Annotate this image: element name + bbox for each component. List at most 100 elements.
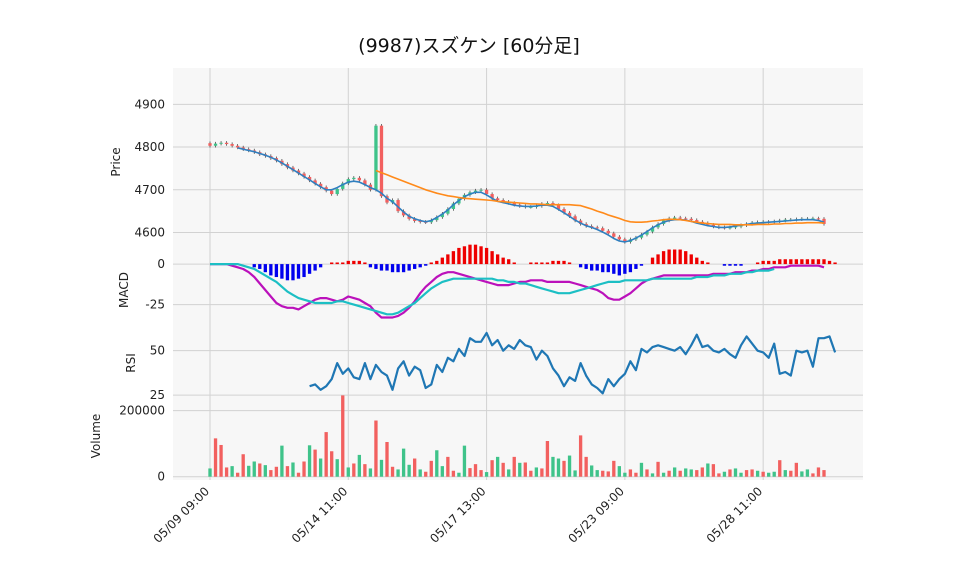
volume-bar xyxy=(689,469,693,477)
macd-tick-label: -25 xyxy=(145,298,165,312)
volume-bar xyxy=(352,463,356,477)
x-tick-label: 05/28 11:00 xyxy=(704,484,766,546)
candle-body xyxy=(435,217,439,221)
macd-hist-bar xyxy=(529,262,533,265)
candle-body xyxy=(650,227,655,232)
volume-bar xyxy=(501,462,505,477)
macd-hist-bar xyxy=(739,264,743,266)
volume-bar xyxy=(578,435,583,477)
volume-bar xyxy=(230,466,234,477)
macd-hist-bar xyxy=(783,259,787,265)
macd-hist-bar xyxy=(667,249,671,265)
candle-body xyxy=(684,218,688,220)
macd-hist-bar xyxy=(684,251,688,265)
candle-body xyxy=(302,173,306,177)
candle-body xyxy=(490,194,494,199)
macd-hist-bar xyxy=(789,259,793,265)
volume-bar xyxy=(805,469,810,477)
macd-hist-bar xyxy=(556,260,561,265)
volume-bar xyxy=(645,469,649,477)
candle-body xyxy=(617,236,621,240)
volume-bar xyxy=(219,444,223,477)
candle-body xyxy=(235,145,240,148)
candle-body xyxy=(623,239,627,242)
candle-body xyxy=(733,226,738,228)
macd-hist-bar xyxy=(590,264,594,271)
volume-bar xyxy=(772,471,776,477)
x-tick-label: 05/09 09:00 xyxy=(151,484,213,546)
volume-bar xyxy=(446,456,450,477)
candle-body xyxy=(341,183,345,189)
volume-bar xyxy=(512,456,516,477)
candle-body xyxy=(479,189,483,191)
volume-bar xyxy=(479,470,483,477)
candle-body xyxy=(473,190,478,193)
volume-bar xyxy=(562,460,566,477)
x-tick-label: 05/17 13:00 xyxy=(427,484,489,546)
volume-bar xyxy=(695,470,699,477)
macd-hist-bar xyxy=(595,264,599,271)
candle-body xyxy=(567,212,572,217)
signal-line xyxy=(210,263,775,316)
candle-body xyxy=(678,217,682,219)
candle-body xyxy=(689,218,693,221)
price-tick-label: 4800 xyxy=(134,140,165,154)
volume-bar xyxy=(822,470,826,477)
candle-body xyxy=(672,217,677,219)
volume-bar xyxy=(551,456,555,477)
volume-bar xyxy=(684,468,688,477)
macd-hist-bar xyxy=(390,264,395,273)
macd-hist-bar xyxy=(269,264,273,276)
volume-bar xyxy=(235,472,240,477)
macd-hist-bar xyxy=(479,246,483,265)
candle-body xyxy=(213,143,218,146)
volume-bar xyxy=(318,458,323,477)
volume-bar xyxy=(783,470,787,477)
volume-bar xyxy=(407,464,411,477)
volume-bar xyxy=(385,442,389,477)
volume-bar xyxy=(717,473,721,477)
candle-body xyxy=(401,211,406,216)
macd-hist-bar xyxy=(551,260,555,265)
volume-bar xyxy=(656,461,660,477)
volume-bar xyxy=(462,445,467,477)
macd-hist-bar xyxy=(418,264,422,268)
rsi-tick-label: 50 xyxy=(150,344,165,358)
macd-hist-bar xyxy=(451,251,456,265)
macd-hist-bar xyxy=(811,259,815,265)
macd-hist-bar xyxy=(252,264,256,268)
candle-body xyxy=(307,176,312,181)
volume-bar xyxy=(634,472,638,477)
x-tick-label: 05/14 11:00 xyxy=(289,484,351,546)
volume-bar xyxy=(213,438,218,477)
macd-hist-bar xyxy=(623,264,627,274)
volume-bar xyxy=(584,456,588,477)
candle-body xyxy=(811,218,815,220)
candle-body xyxy=(484,189,489,195)
macd-hist-bar xyxy=(639,264,644,266)
macd-hist-bar xyxy=(379,264,384,271)
volume-bar xyxy=(263,465,267,477)
volume-bar xyxy=(590,465,594,477)
macd-hist-bar xyxy=(280,264,284,279)
macd-hist-bar xyxy=(352,260,356,265)
macd-hist-bar xyxy=(656,254,660,265)
candle-body xyxy=(396,200,400,212)
volume-bar xyxy=(556,458,561,477)
macd-hist-bar xyxy=(650,257,655,265)
macd-hist-bar xyxy=(672,249,677,265)
volume-bar xyxy=(224,467,229,477)
volume-bar xyxy=(429,460,433,477)
macd-hist-bar xyxy=(368,264,373,268)
macd-hist-bar xyxy=(761,260,765,265)
volume-bar xyxy=(678,470,682,477)
ma-long-line xyxy=(375,169,825,226)
macd-hist-bar xyxy=(401,264,406,273)
volume-bar xyxy=(789,470,793,477)
macd-hist-bar xyxy=(733,264,738,266)
macd-hist-bar xyxy=(462,246,467,265)
candle-body xyxy=(318,183,323,188)
candle-body xyxy=(556,205,561,209)
volume-bar xyxy=(324,432,328,477)
price-tick-label: 4700 xyxy=(134,183,165,197)
